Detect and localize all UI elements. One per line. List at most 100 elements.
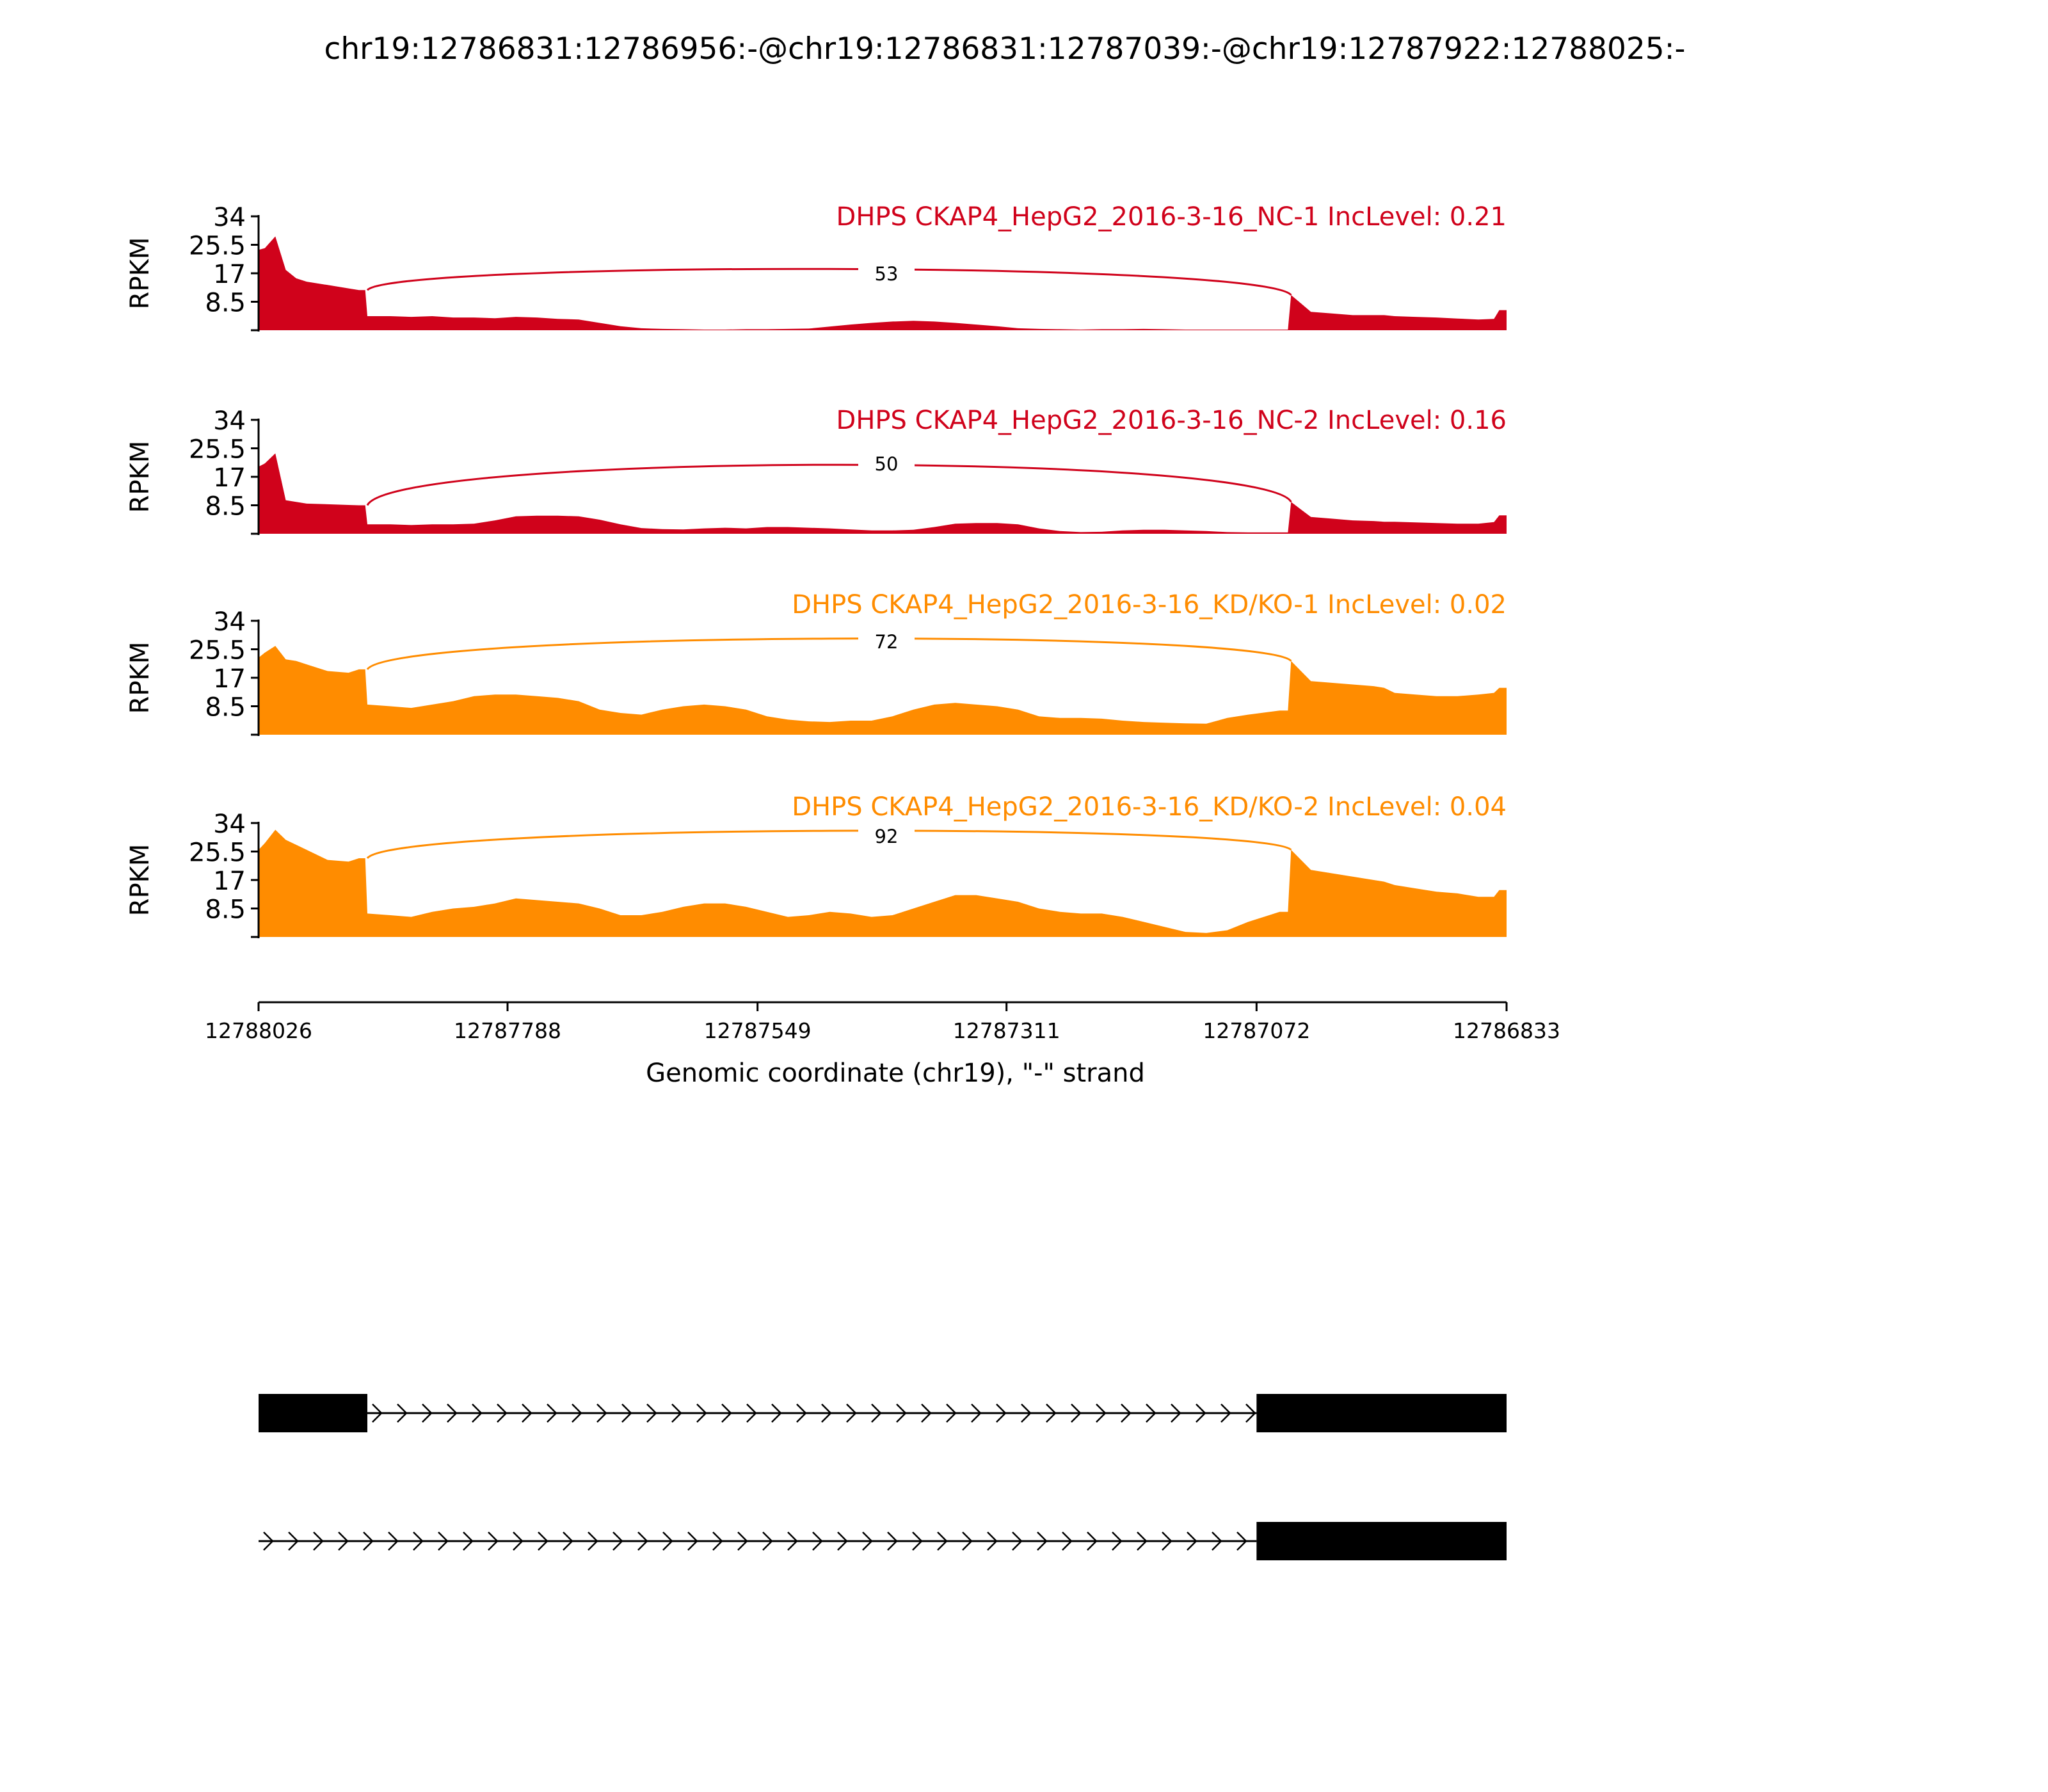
exon-block (259, 1394, 367, 1432)
strand-arrow (862, 1532, 873, 1551)
strand-arrow (547, 1404, 557, 1423)
strand-arrow (1112, 1532, 1123, 1551)
y-tick-label: 25.5 (189, 232, 246, 261)
strand-arrow (821, 1404, 832, 1423)
junction-count: 50 (875, 453, 899, 475)
strand-arrow (921, 1404, 932, 1423)
strand-arrow (1062, 1532, 1073, 1551)
x-tick-label: 12788026 (205, 1018, 312, 1043)
strand-arrow (438, 1532, 449, 1551)
strand-arrow (712, 1532, 723, 1551)
strand-arrow (263, 1532, 274, 1551)
strand-arrow (363, 1532, 374, 1551)
strand-arrow (522, 1404, 532, 1423)
strand-arrow (1021, 1404, 1032, 1423)
strand-arrow (796, 1404, 807, 1423)
junction-arc (366, 268, 1292, 296)
strand-arrow (397, 1404, 408, 1423)
strand-arrow (1212, 1532, 1222, 1551)
strand-arrow (422, 1404, 433, 1423)
strand-arrow (538, 1532, 548, 1551)
exon-block (1256, 1394, 1507, 1432)
strand-arrow (472, 1404, 483, 1423)
y-axis-label: RPKM (125, 237, 155, 310)
y-tick-label: 34 (213, 810, 246, 839)
x-tick-label: 12787549 (704, 1018, 812, 1043)
track-title: DHPS CKAP4_HepG2_2016-3-16_KD/KO-1 IncLe… (792, 590, 1507, 620)
y-tick-label: 34 (213, 203, 246, 232)
strand-arrow (513, 1532, 524, 1551)
coverage-area (259, 829, 1507, 937)
strand-arrow (488, 1532, 499, 1551)
y-tick-label: 17 (213, 260, 246, 289)
y-tick-label: 34 (213, 406, 246, 436)
strand-arrow (946, 1404, 957, 1423)
strand-arrow (1187, 1532, 1197, 1551)
junction-label-box (858, 264, 915, 287)
y-tick-label: 25.5 (189, 838, 246, 868)
strand-arrow (1071, 1404, 1082, 1423)
strand-arrow (372, 1404, 383, 1423)
coverage-area (259, 453, 1507, 534)
strand-arrow (637, 1532, 648, 1551)
strand-arrow (313, 1532, 324, 1551)
strand-arrow (1245, 1404, 1256, 1423)
y-tick-label: 8.5 (205, 693, 246, 723)
junction-arc (366, 637, 1292, 670)
strand-arrow (463, 1532, 474, 1551)
figure-title: chr19:12786831:12786956:-@chr19:12786831… (324, 31, 1685, 67)
x-tick-label: 12787311 (953, 1018, 1060, 1043)
strand-arrow (497, 1404, 508, 1423)
strand-arrow (1121, 1404, 1132, 1423)
strand-arrow (612, 1532, 623, 1551)
strand-arrow (937, 1532, 948, 1551)
strand-arrow (338, 1532, 349, 1551)
strand-arrow (762, 1532, 773, 1551)
strand-arrow (1146, 1404, 1156, 1423)
strand-arrow (996, 1404, 1007, 1423)
y-tick-label: 17 (213, 867, 246, 896)
strand-arrow (721, 1404, 732, 1423)
strand-arrow (388, 1532, 399, 1551)
strand-arrow (896, 1404, 907, 1423)
strand-arrow (1137, 1532, 1148, 1551)
strand-arrow (1096, 1404, 1107, 1423)
coverage-area (259, 646, 1507, 735)
junction-arc (366, 463, 1292, 506)
strand-arrow (812, 1532, 823, 1551)
strand-arrow (787, 1532, 798, 1551)
x-tick-label: 12787788 (454, 1018, 561, 1043)
y-axis-label: RPKM (125, 844, 155, 916)
track-title: DHPS CKAP4_HepG2_2016-3-16_KD/KO-2 IncLe… (792, 792, 1507, 822)
y-tick-label: 8.5 (205, 895, 246, 925)
y-tick-label: 17 (213, 463, 246, 493)
strand-arrow (962, 1532, 973, 1551)
strand-arrow (288, 1532, 299, 1551)
y-axis-label: RPKM (125, 441, 155, 513)
strand-arrow (687, 1532, 698, 1551)
strand-arrow (671, 1404, 682, 1423)
strand-arrow (737, 1532, 748, 1551)
gene-models (259, 1394, 1507, 1560)
strand-arrow (696, 1404, 707, 1423)
strand-arrow (887, 1532, 898, 1551)
strand-arrow (1087, 1532, 1098, 1551)
x-tick-label: 12786833 (1453, 1018, 1560, 1043)
junction-label-box (858, 454, 915, 477)
strand-arrow (1220, 1404, 1231, 1423)
strand-arrow (837, 1532, 848, 1551)
strand-arrow (646, 1404, 657, 1423)
strand-arrow (971, 1404, 982, 1423)
strand-arrow (662, 1532, 673, 1551)
strand-arrow (588, 1532, 598, 1551)
strand-arrow (572, 1404, 582, 1423)
junction-arc (366, 829, 1292, 860)
y-tick-label: 8.5 (205, 289, 246, 318)
strand-arrow (871, 1404, 882, 1423)
strand-arrow (413, 1532, 424, 1551)
